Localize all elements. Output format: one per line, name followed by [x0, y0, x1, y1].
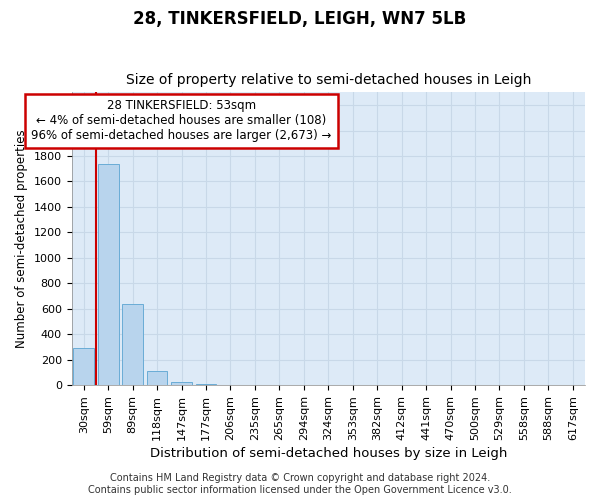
Bar [98, 164, 119, 385]
Bar [147, 371, 167, 385]
Text: 28 TINKERSFIELD: 53sqm
← 4% of semi-detached houses are smaller (108)
96% of sem: 28 TINKERSFIELD: 53sqm ← 4% of semi-deta… [31, 100, 332, 142]
Text: Contains HM Land Registry data © Crown copyright and database right 2024.
Contai: Contains HM Land Registry data © Crown c… [88, 474, 512, 495]
Bar [196, 384, 217, 385]
Bar [171, 382, 192, 385]
Text: 28, TINKERSFIELD, LEIGH, WN7 5LB: 28, TINKERSFIELD, LEIGH, WN7 5LB [133, 10, 467, 28]
Bar [73, 348, 94, 385]
Bar [220, 384, 241, 385]
Title: Size of property relative to semi-detached houses in Leigh: Size of property relative to semi-detach… [125, 73, 531, 87]
Bar [122, 304, 143, 385]
Y-axis label: Number of semi-detached properties: Number of semi-detached properties [15, 130, 28, 348]
X-axis label: Distribution of semi-detached houses by size in Leigh: Distribution of semi-detached houses by … [149, 447, 507, 460]
